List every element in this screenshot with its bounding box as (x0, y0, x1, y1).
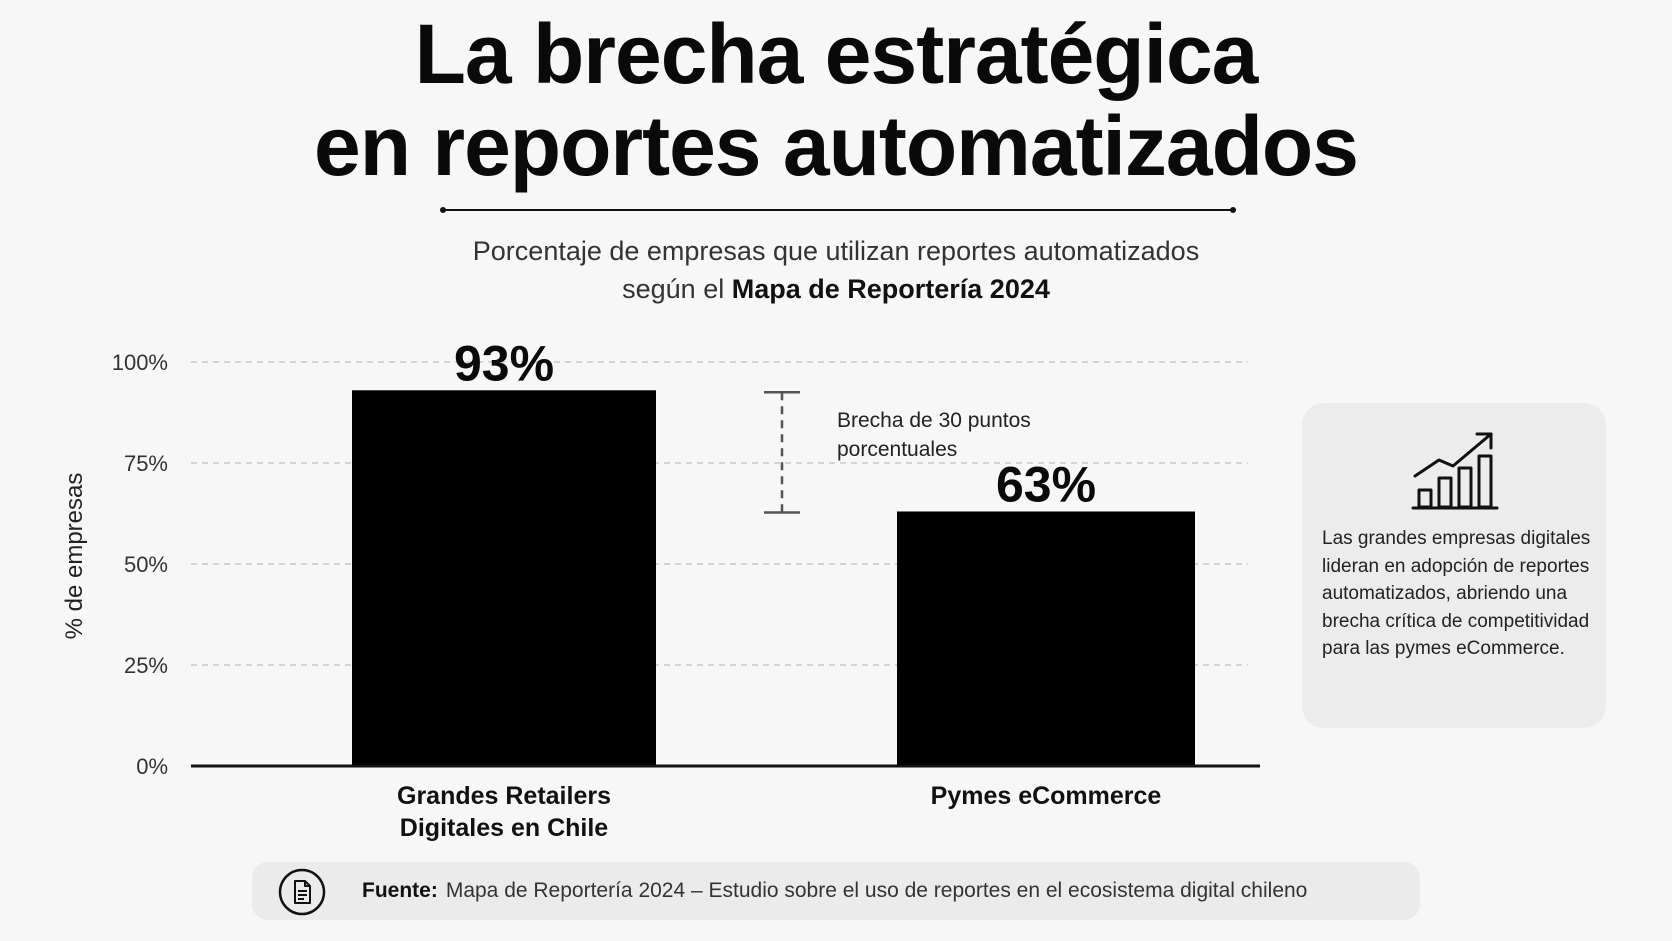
title-line-1: La brecha estratégica (414, 7, 1259, 101)
subtitle-line-2: según el Mapa de Reportería 2024 (0, 270, 1672, 308)
source-text: Fuente: Mapa de Reportería 2024 – Estudio… (362, 878, 1307, 904)
y-tick-label: 50% (124, 552, 168, 577)
document-icon (278, 868, 326, 921)
chart-subtitle: Porcentaje de empresas que utilizan repo… (0, 232, 1672, 308)
page-title: La brecha estratégica en reportes automa… (0, 8, 1672, 192)
gap-annotation-text: porcentuales (837, 438, 957, 461)
bar-value-label: 93% (454, 335, 554, 391)
subtitle-source-name: Mapa de Reportería 2024 (731, 274, 1050, 304)
y-axis-label: % de empresas (61, 473, 88, 640)
x-category-label: Pymes eCommerce (931, 782, 1162, 810)
y-tick-label: 25% (124, 653, 168, 678)
insight-card: Las grandes empresas digitales lideran e… (1302, 403, 1606, 728)
bar (897, 511, 1195, 766)
subtitle-prefix: según el (622, 274, 725, 304)
title-line-2: en reportes automatizados (314, 99, 1359, 193)
subtitle-line-1: Porcentaje de empresas que utilizan repo… (472, 236, 1200, 266)
gap-annotation-text: Brecha de 30 puntos (837, 409, 1031, 432)
source-label: Fuente: (362, 879, 438, 902)
insight-text: Las grandes empresas digitales lideran e… (1322, 528, 1591, 659)
x-category-label: Grandes Retailers (397, 782, 611, 810)
title-divider (440, 207, 1236, 213)
growth-chart-icon (1409, 428, 1499, 518)
x-category-label: Digitales en Chile (400, 814, 608, 842)
bar-chart: 0% 25% 50% 75% 100% % de empresas 93% Grandes R… (61, 335, 1260, 842)
y-tick-label: 0% (136, 754, 168, 779)
y-tick-label: 100% (112, 350, 168, 375)
bar (352, 390, 656, 766)
bar-value-label: 63% (996, 456, 1096, 512)
y-tick-label: 75% (124, 451, 168, 476)
source-description: Mapa de Reportería 2024 – Estudio sobre … (445, 879, 1308, 902)
source-footer: Fuente: Mapa de Reportería 2024 – Estudio… (252, 862, 1420, 920)
